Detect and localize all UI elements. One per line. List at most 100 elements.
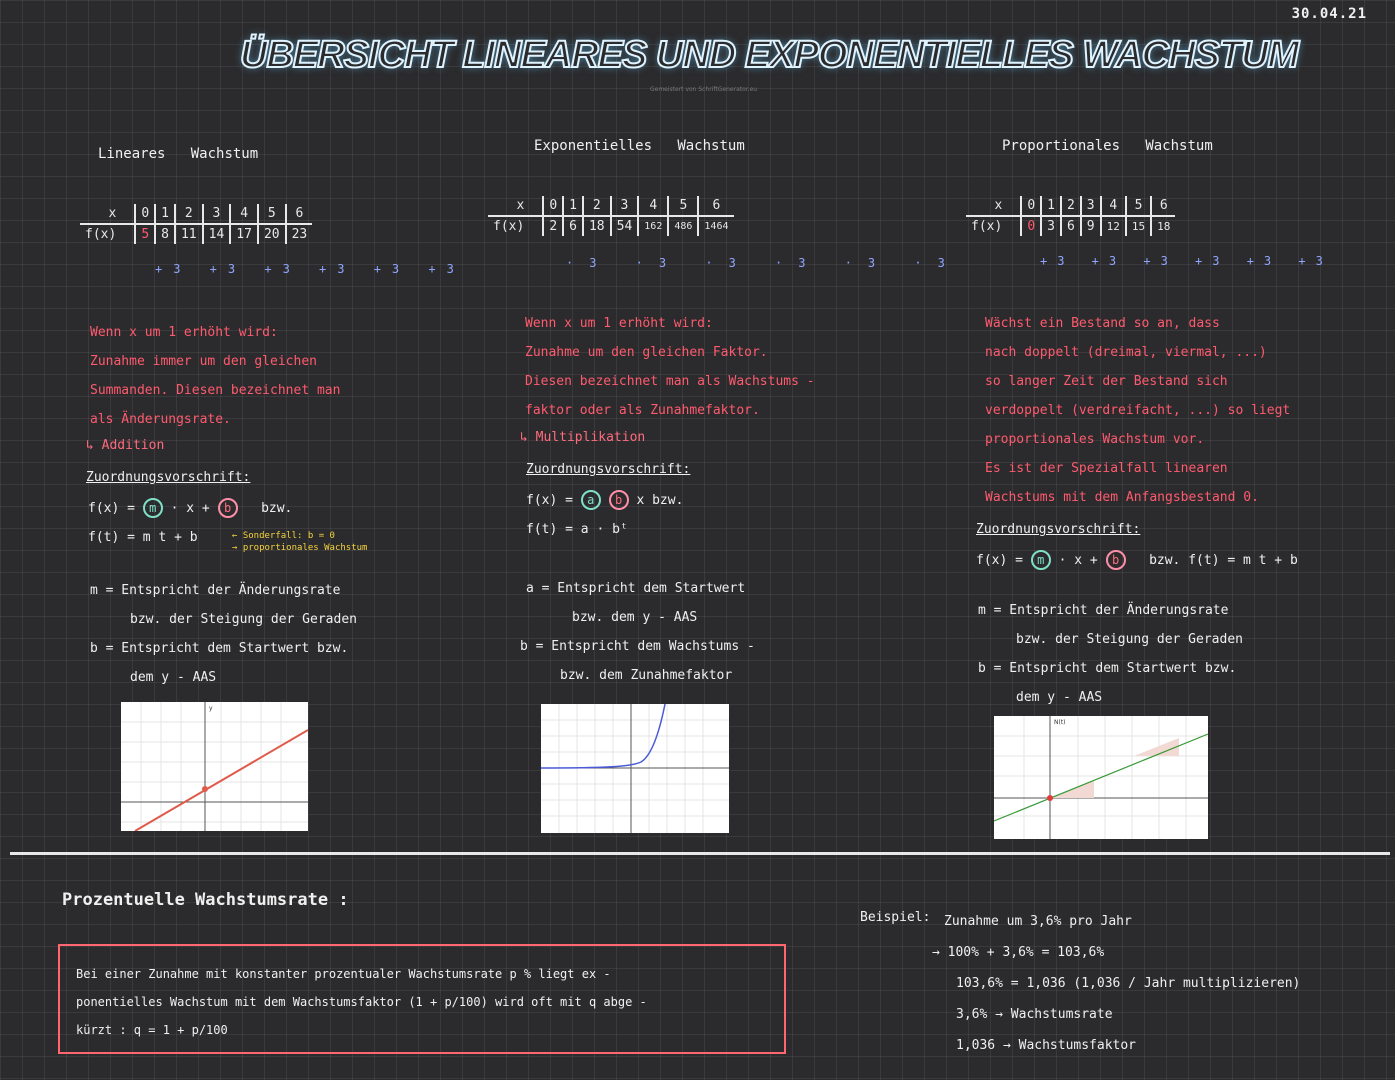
exp-rule-1: f(x) = a b x bzw. <box>526 490 683 510</box>
text-line: Zunahme um 3,6% pro Jahr <box>944 914 1132 929</box>
rule-text: · x + <box>170 501 210 516</box>
a-circle: a <box>580 490 601 510</box>
rule-text: x bzw. <box>636 493 684 508</box>
table-fx-label: f(x) <box>966 216 1023 236</box>
text-line: faktor oder als Zunahmefaktor. <box>525 403 760 418</box>
prop-rule-1: f(x) = m · x + b bzw. f(t) = m t + b <box>976 550 1298 570</box>
prop-explanation: Wächst ein Bestand so an, dass nach dopp… <box>985 309 1290 512</box>
linear-rule-title: Zuordnungsvorschrift: <box>86 470 251 485</box>
table-cell: 8 <box>155 224 176 244</box>
prop-graph: N(t) <box>994 716 1208 839</box>
text-line: a = Entspricht dem Startwert <box>526 581 746 596</box>
exp-heading: Exponentielles Wachstum <box>534 138 745 154</box>
linear-value-table: x 0 1 2 3 4 5 6 f(x) 5 8 11 14 17 20 23 <box>80 204 313 244</box>
rule-text: bzw. <box>261 501 293 516</box>
table-cell: 2 <box>1060 196 1082 217</box>
table-cell: 6 <box>285 204 313 225</box>
table-cell: 1 <box>155 204 176 225</box>
origin-point <box>1047 795 1053 801</box>
table-fx-label: f(x) <box>488 216 545 236</box>
table-cell: 3 <box>610 196 640 217</box>
table-cell: 6 <box>1060 216 1082 236</box>
text-line: Bei einer Zunahme mit konstanter prozent… <box>76 967 611 981</box>
table-x-label: x <box>80 204 137 225</box>
prop-rule-title: Zuordnungsvorschrift: <box>976 522 1141 537</box>
rule-text: bzw. f(t) = m t + b <box>1149 553 1298 568</box>
text-line: dem y - AAS <box>1016 690 1103 705</box>
table-cell: 17 <box>230 224 259 244</box>
exp-explanation: Wenn x um 1 erhöht wird: Zunahme um den … <box>525 309 815 425</box>
text-line: als Änderungsrate. <box>90 412 231 427</box>
table-cell: 9 <box>1080 216 1102 236</box>
text-line: → 100% + 3,6% = 103,6% <box>932 945 1105 960</box>
example-label: Beispiel: <box>860 910 931 925</box>
table-cell: 54 <box>610 216 640 236</box>
linear-heading: Lineares Wachstum <box>98 146 258 162</box>
table-cell: 1 <box>1041 196 1062 217</box>
table-cell: 1464 <box>704 221 729 232</box>
prop-value-table: x 0 1 2 3 4 5 6 f(x) 0 3 6 9 12 15 18 <box>966 196 1176 236</box>
prop-heading: Proportionales Wachstum <box>1002 138 1213 154</box>
date-label: 30.04.21 <box>1291 6 1367 22</box>
exp-graph <box>541 704 729 833</box>
text-line: so langer Zeit der Bestand sich <box>985 374 1228 389</box>
exp-value-table: x 0 1 2 3 4 5 6 f(x) 2 6 18 54 162 486 1… <box>488 196 734 236</box>
table-cell: 18 <box>582 216 612 236</box>
table-cell: 2 <box>174 204 204 225</box>
exp-rule-title: Zuordnungsvorschrift: <box>526 462 691 477</box>
table-cell: 15 <box>1125 216 1153 236</box>
table-cell: 3 <box>1041 216 1062 236</box>
watermark: Gemeistert von SchriftGenerator.eu <box>650 86 758 93</box>
exp-heading-b: Wachstum <box>677 138 745 154</box>
table-cell: 5 <box>257 204 287 225</box>
prop-definitions: m = Entspricht der Änderungsrate bzw. de… <box>978 596 1243 712</box>
linear-explanation: Wenn x um 1 erhöht wird: Zunahme immer u… <box>90 318 340 434</box>
m-circle: m <box>1030 550 1051 570</box>
linear-note: ← Sonderfall: b = 0 → proportionales Wac… <box>232 530 367 554</box>
table-x-label: x <box>488 196 545 217</box>
text-line: 1,036 → Wachstumsfaktor <box>956 1038 1137 1053</box>
y-intercept-point <box>202 786 208 792</box>
table-cell: 11 <box>174 224 204 244</box>
rule-text: f(x) = <box>88 501 135 516</box>
table-cell: 5 <box>1125 196 1153 217</box>
text-line: m = Entspricht der Änderungsrate <box>978 603 1229 618</box>
table-cell: 2 <box>582 196 612 217</box>
text-line: bzw. der Steigung der Geraden <box>1016 632 1243 647</box>
text-line: proportionales Wachstum vor. <box>985 432 1205 447</box>
table-cell: 2 <box>543 216 565 236</box>
section-divider <box>10 852 1390 855</box>
percent-box-text: Bei einer Zunahme mit konstanter prozent… <box>76 960 647 1044</box>
linear-definitions: m = Entspricht der Änderungsrate bzw. de… <box>90 576 357 692</box>
table-cell: 4 <box>230 204 259 225</box>
nt-axis-label: N(t) <box>1054 719 1066 726</box>
text-line: Zunahme um den gleichen Faktor. <box>525 345 768 360</box>
b-circle: b <box>217 498 238 518</box>
table-fx-label: f(x) <box>80 224 137 244</box>
table-cell: 5 <box>668 196 700 217</box>
table-cell: 5 <box>135 224 157 244</box>
exp-rule-2: f(t) = a · bᵗ <box>526 522 628 537</box>
text-line: m = Entspricht der Änderungsrate <box>90 583 341 598</box>
text-line: b = Entspricht dem Startwert bzw. <box>978 661 1237 676</box>
exp-definitions: a = Entspricht dem Startwert bzw. dem y … <box>520 574 755 690</box>
table-x-label: x <box>966 196 1023 217</box>
prop-line <box>994 733 1208 822</box>
text-line: bzw. dem Zunahmefaktor <box>560 668 733 683</box>
linear-rule-1: f(x) = m · x + b bzw. <box>88 498 292 518</box>
linear-heading-a: Lineares <box>98 146 166 162</box>
table-cell: 0 <box>543 196 565 217</box>
linear-arrow-note: ↳ Addition <box>86 438 165 453</box>
text-line: Wenn x um 1 erhöht wird: <box>90 325 278 340</box>
rule-text: · x + <box>1058 553 1098 568</box>
linear-increments: +3 +3 +3 +3 +3 +3 <box>155 262 465 276</box>
note-line: ← Sonderfall: b = 0 <box>232 531 335 541</box>
table-cell: 0 <box>1021 196 1043 217</box>
exp-increments: ·3 ·3 ·3 ·3 ·3 ·3 <box>566 256 961 270</box>
prop-increments: +3 +3 +3 +3 +3 +3 <box>1040 254 1333 268</box>
linear-heading-b: Wachstum <box>190 146 259 162</box>
percent-box <box>58 944 786 1054</box>
table-cell: 6 <box>563 216 584 236</box>
text-line: Wenn x um 1 erhöht wird: <box>525 316 713 331</box>
slope-triangle-2 <box>1134 738 1179 756</box>
